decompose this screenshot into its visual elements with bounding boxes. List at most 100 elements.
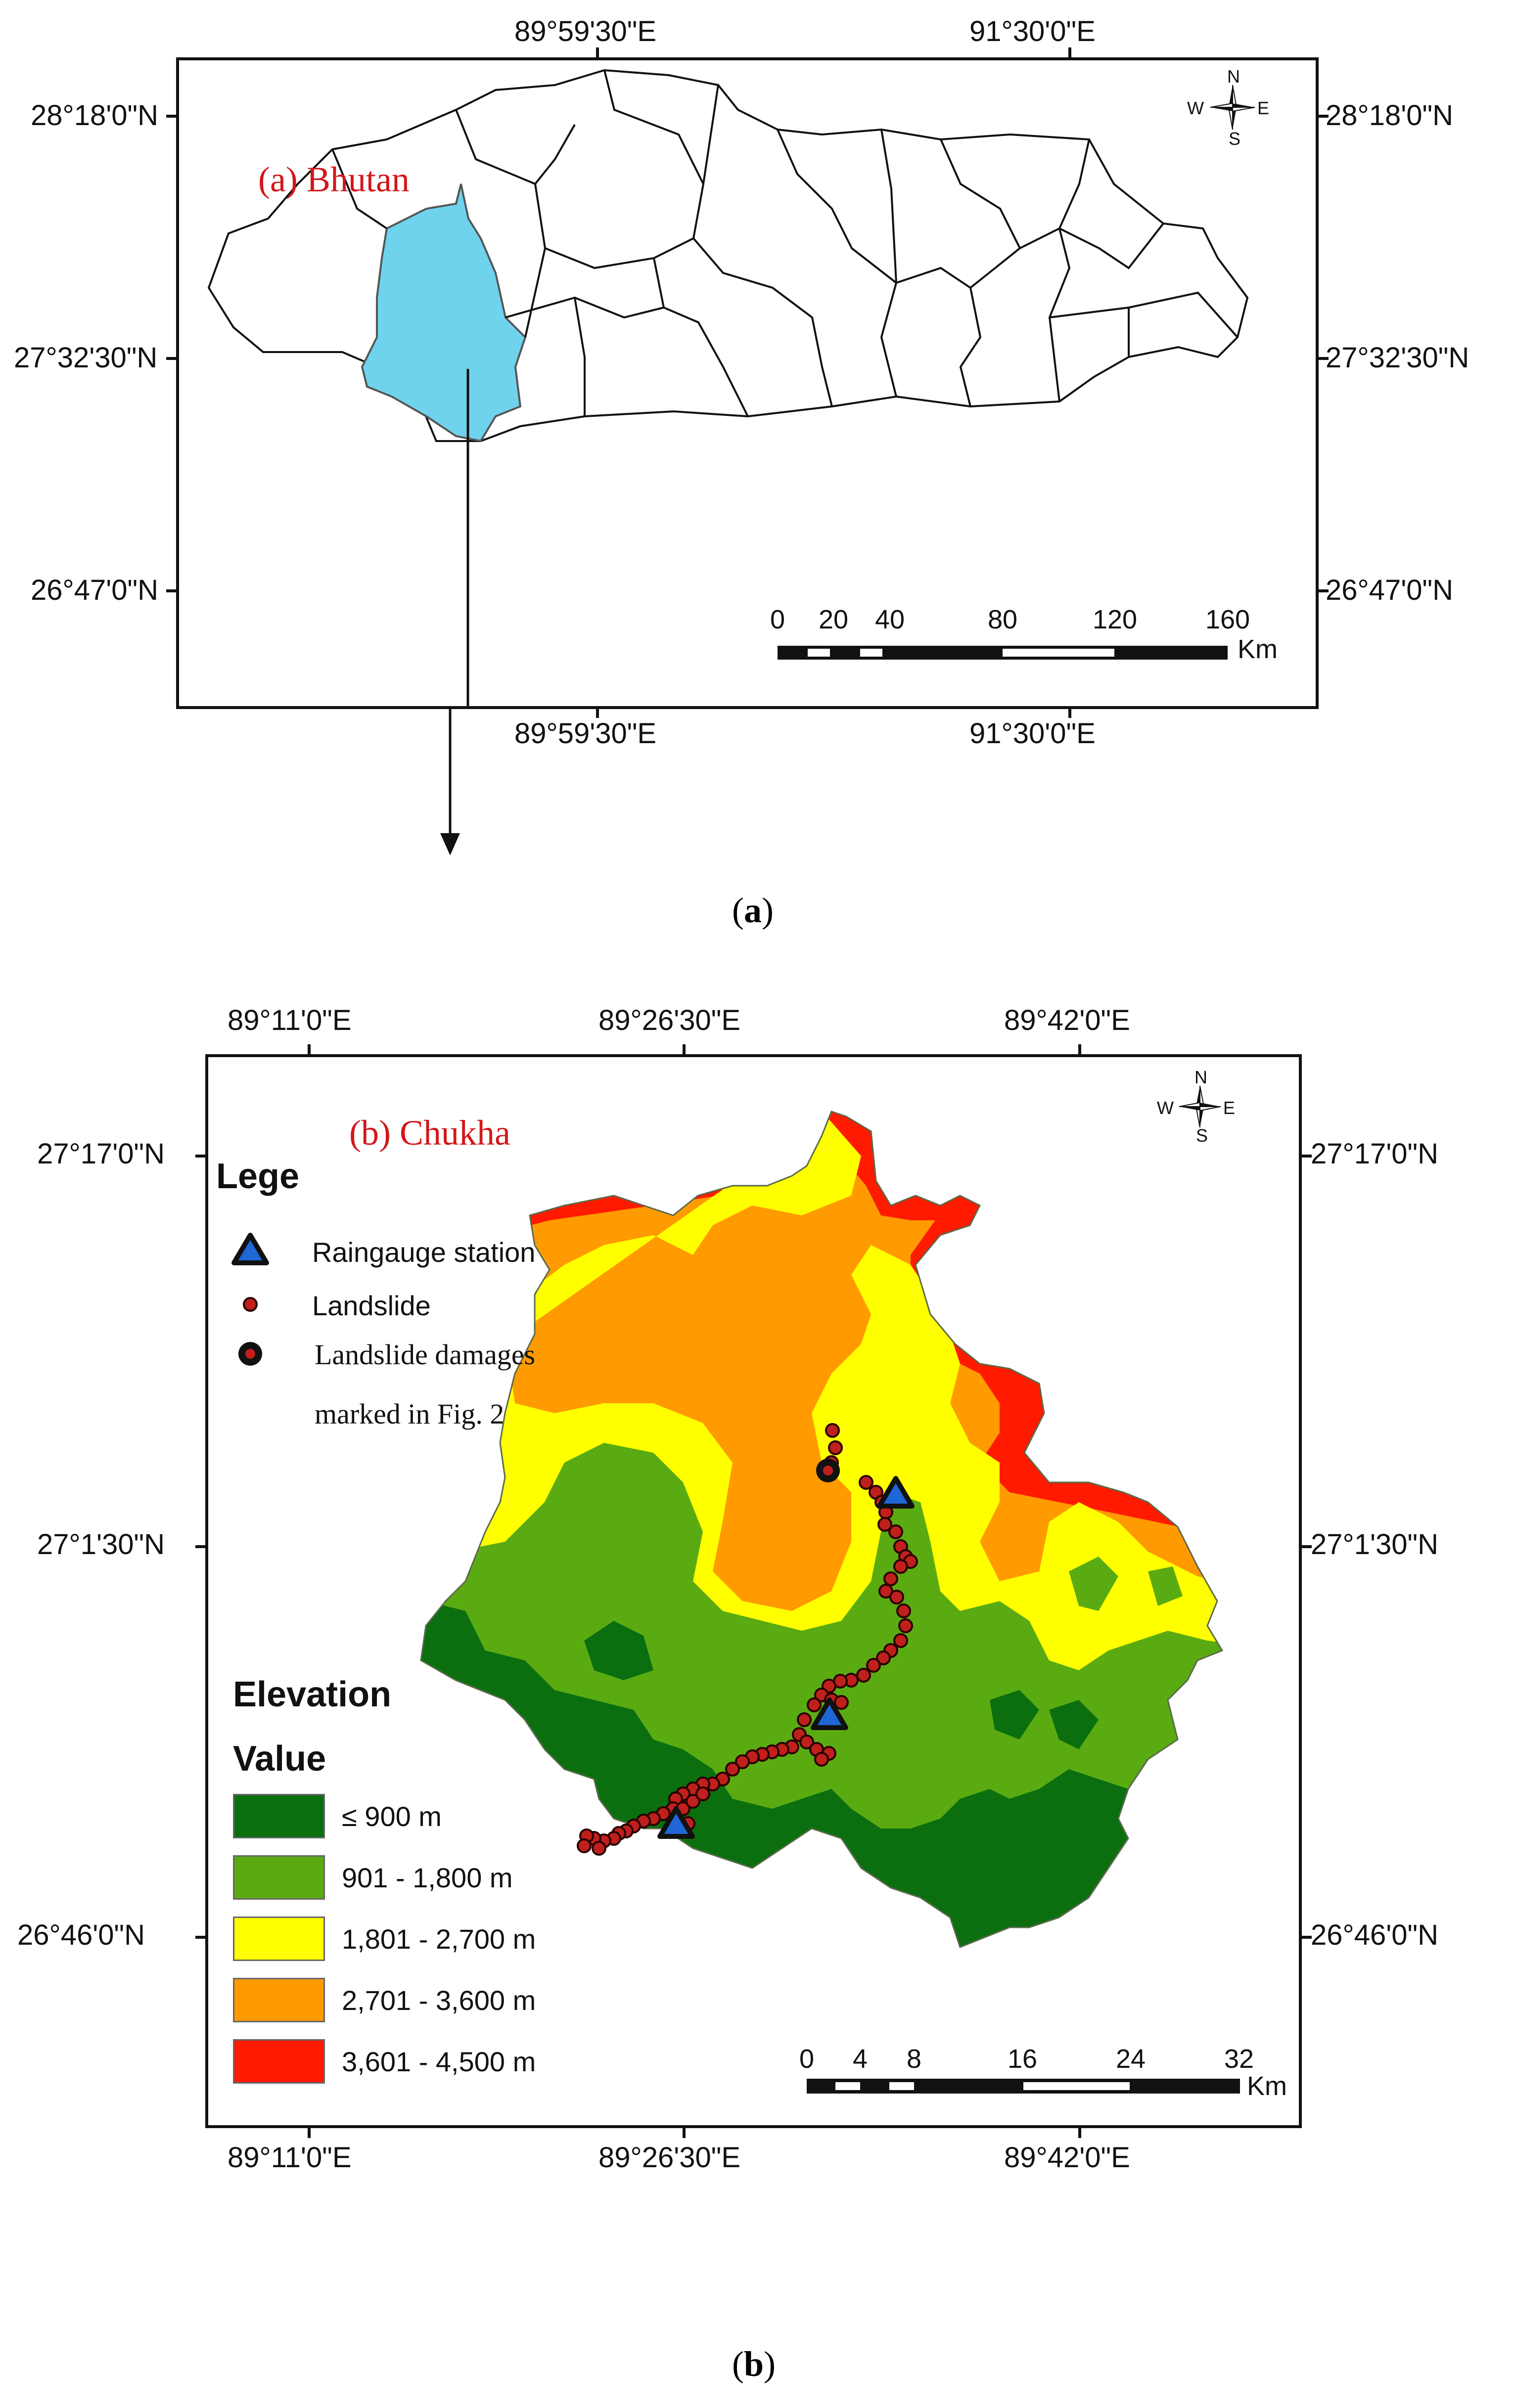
- elevation-swatch-4: [233, 1978, 325, 2022]
- compass-w: W: [1157, 1098, 1174, 1118]
- elevation-swatch-2: [233, 1855, 325, 1900]
- scale-label-4: 120: [1092, 605, 1138, 634]
- compass-icon: [1179, 1085, 1221, 1128]
- tick: [166, 357, 178, 360]
- scale-label-4: 24: [1115, 2044, 1146, 2074]
- legend-landslide-label: Landslide: [312, 1290, 431, 1321]
- scale-label-3: 80: [987, 605, 1018, 634]
- scale-bar-a: [778, 644, 1233, 664]
- compass-n: N: [1194, 1067, 1207, 1087]
- lon-label-top-2: 89°26'30"E: [598, 1004, 741, 1036]
- legend-raingauge-label: Raingauge station: [312, 1237, 536, 1268]
- tick: [166, 589, 178, 592]
- compass-w: W: [1187, 98, 1204, 118]
- scale-bar-graphic: [778, 646, 1228, 660]
- compass-rose-b: N S W E: [1157, 1067, 1235, 1146]
- elevation-label-4: 2,701 - 3,600 m: [342, 1985, 536, 2016]
- scale-label-5: 160: [1205, 605, 1250, 634]
- chukha-elevation-map: [420, 1111, 1224, 1948]
- bhutan-map: [207, 69, 1249, 706]
- lat-label-left-3: 26°47'0"N: [31, 574, 159, 606]
- legend-damages-line2: marked in Fig. 2: [315, 1398, 505, 1430]
- tick: [683, 2126, 686, 2138]
- compass-s: S: [1196, 1125, 1208, 1146]
- elevation-label-5: 3,601 - 4,500 m: [342, 2046, 536, 2077]
- lat-label-left-2: 27°1'30"N: [37, 1528, 165, 1561]
- lon-label-top-2: 91°30'0"E: [969, 15, 1096, 47]
- lon-label-bottom-2: 89°26'30"E: [598, 2141, 741, 2174]
- scale-label-1: 4: [852, 2044, 868, 2074]
- lon-label-bottom-2: 91°30'0"E: [969, 717, 1096, 750]
- tick: [1317, 357, 1329, 360]
- tick: [1078, 1044, 1081, 1056]
- lat-label-left-2: 27°32'30"N: [14, 342, 158, 374]
- scale-label-2: 40: [874, 605, 905, 634]
- tick: [596, 707, 599, 718]
- tick: [1068, 707, 1071, 718]
- lat-label-right-2: 27°1'30"N: [1311, 1528, 1439, 1561]
- elevation-swatch-5: [233, 2039, 325, 2084]
- tick: [195, 1545, 207, 1548]
- compass-e: E: [1257, 98, 1270, 118]
- scale-unit-a: Km: [1238, 634, 1278, 664]
- elevation-swatch-1: [233, 1794, 325, 1838]
- lon-label-top-1: 89°59'30"E: [514, 15, 657, 47]
- scale-label-0: 0: [799, 2044, 815, 2074]
- tick: [1317, 589, 1329, 592]
- raingauge-legend-icon: [231, 1233, 269, 1265]
- elevation-label-3: 1,801 - 2,700 m: [342, 1923, 536, 1955]
- tick: [683, 1044, 686, 1056]
- caption-b-letter: b: [743, 2344, 764, 2384]
- lat-label-left-1: 28°18'0"N: [31, 99, 159, 132]
- tick: [1068, 47, 1071, 58]
- scale-bar-b: [807, 2077, 1242, 2096]
- tick: [195, 1155, 207, 1158]
- tick: [1300, 1155, 1312, 1158]
- lon-label-top-3: 89°42'0"E: [1004, 1004, 1130, 1036]
- scale-label-3: 16: [1007, 2044, 1038, 2074]
- damage-legend-icon: [238, 1342, 262, 1366]
- lat-label-right-3: 26°47'0"N: [1326, 574, 1454, 606]
- caption-a: (a): [732, 891, 774, 930]
- map-frame-b: N S W E (b) Chukha Lege Raingauge statio…: [205, 1054, 1302, 2128]
- lon-label-top-1: 89°11'0"E: [228, 1004, 352, 1036]
- elevation-swatch-3: [233, 1917, 325, 1961]
- lat-label-left-1: 27°17'0"N: [37, 1138, 165, 1170]
- tick: [1317, 115, 1329, 118]
- panel-a-title: (a) Bhutan: [258, 160, 410, 199]
- legend-damages-line1: Landslide damages: [315, 1338, 536, 1371]
- raingauge-stations: [657, 1476, 915, 1839]
- compass-e: E: [1223, 1098, 1236, 1118]
- scale-label-0: 0: [770, 605, 785, 634]
- legend-heading: Lege: [216, 1157, 300, 1196]
- tick: [308, 2126, 311, 2138]
- tick: [1078, 2126, 1081, 2138]
- lat-label-right-1: 27°17'0"N: [1311, 1138, 1439, 1170]
- compass-icon: [1210, 85, 1255, 130]
- compass-rose-a: N S W E: [1187, 66, 1269, 149]
- caption-b: (b): [732, 2344, 776, 2384]
- tick: [1300, 1936, 1312, 1939]
- elevation-label-2: 901 - 1,800 m: [342, 1862, 513, 1893]
- caption-a-letter: a: [743, 891, 762, 930]
- scale-label-2: 8: [906, 2044, 922, 2074]
- tick: [1300, 1545, 1312, 1548]
- lat-label-right-2: 27°32'30"N: [1326, 342, 1469, 374]
- elevation-subheading: Value: [233, 1739, 326, 1779]
- tick: [308, 1044, 311, 1056]
- scale-unit-b: Km: [1247, 2071, 1287, 2101]
- lat-label-right-3: 26°46'0"N: [1311, 1919, 1439, 1951]
- panel-b-title: (b) Chukha: [349, 1113, 510, 1153]
- chukha-district: [361, 183, 527, 443]
- lat-label-left-3: 26°46'0"N: [17, 1919, 145, 1951]
- compass-s: S: [1229, 129, 1241, 149]
- tick: [596, 47, 599, 58]
- map-frame-a: N S W E (a) Bhutan 0 20 40 80 120 160 Km: [176, 57, 1319, 709]
- landslide-points: [577, 1423, 918, 1856]
- landslide-legend-icon: [243, 1297, 258, 1312]
- scale-label-5: 32: [1224, 2044, 1254, 2074]
- lat-label-right-1: 28°18'0"N: [1326, 99, 1454, 132]
- lon-label-bottom-1: 89°59'30"E: [514, 717, 657, 750]
- lon-label-bottom-3: 89°42'0"E: [1004, 2141, 1130, 2174]
- tick: [195, 1936, 207, 1939]
